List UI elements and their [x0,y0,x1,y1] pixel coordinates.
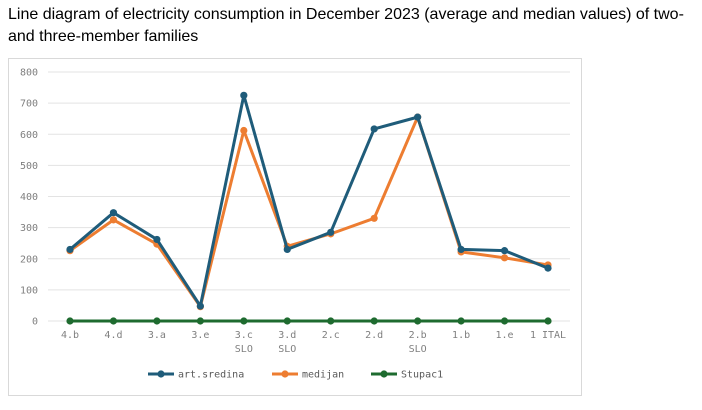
y-tick-label: 200 [20,254,38,265]
data-point [414,113,422,121]
legend-marker [157,370,165,378]
legend-label: Stupac1 [401,370,443,381]
data-point [153,317,161,325]
data-point [457,317,465,325]
data-point [66,245,74,254]
data-point [66,317,74,325]
data-point [109,209,118,217]
series-line [68,93,550,308]
y-tick-label: 500 [20,161,38,172]
x-tick-label: 2.b [409,330,427,341]
x-tick-label: SLO [409,344,427,355]
data-point [283,317,291,325]
legend-label: medijan [302,370,344,381]
y-tick-label: 800 [20,68,38,79]
legend-label: art.sredina [178,370,244,381]
x-tick-label: 3.d [278,330,296,341]
data-point [370,125,378,133]
data-point [500,317,509,325]
data-point [196,302,204,310]
series-line [68,115,550,309]
data-point [240,91,248,99]
y-tick-label: 700 [20,99,38,110]
chart-title: Line diagram of electricity consumption … [8,6,684,45]
data-point [109,317,118,325]
x-tick-label: 4.d [104,330,122,341]
x-tick-label: 3.e [191,330,209,341]
x-tick-label: 2.c [322,330,340,341]
x-tick-label: 4.b [61,330,79,341]
y-tick-label: 600 [20,130,38,141]
x-tick-label: 1 ITAL [530,330,566,341]
data-point [196,317,204,325]
data-point [370,317,378,325]
x-tick-label: 3.c [235,330,253,341]
x-tick-label: 1.b [452,330,470,341]
x-tick-label: SLO [278,344,296,355]
x-tick-label: 1.e [496,330,514,341]
data-point [240,317,248,325]
data-point [327,228,335,236]
data-point [153,235,161,244]
data-point [370,214,378,222]
data-point [500,247,509,255]
y-tick-label: 0 [32,317,38,328]
x-tick-label: SLO [235,344,253,355]
data-point [544,317,552,325]
x-tick-label: 3.a [148,330,166,341]
data-point [327,317,335,325]
y-tick-label: 100 [20,285,38,296]
legend-marker [281,370,289,378]
data-point [457,245,465,254]
data-point [500,254,509,262]
data-point [240,126,248,135]
y-tick-label: 300 [20,223,38,234]
y-tick-label: 400 [20,192,38,203]
data-point [283,245,291,254]
data-point [544,264,552,272]
x-tick-label: 2.d [365,330,383,341]
data-point [414,317,422,325]
legend-marker [380,370,388,378]
data-point [109,216,118,224]
